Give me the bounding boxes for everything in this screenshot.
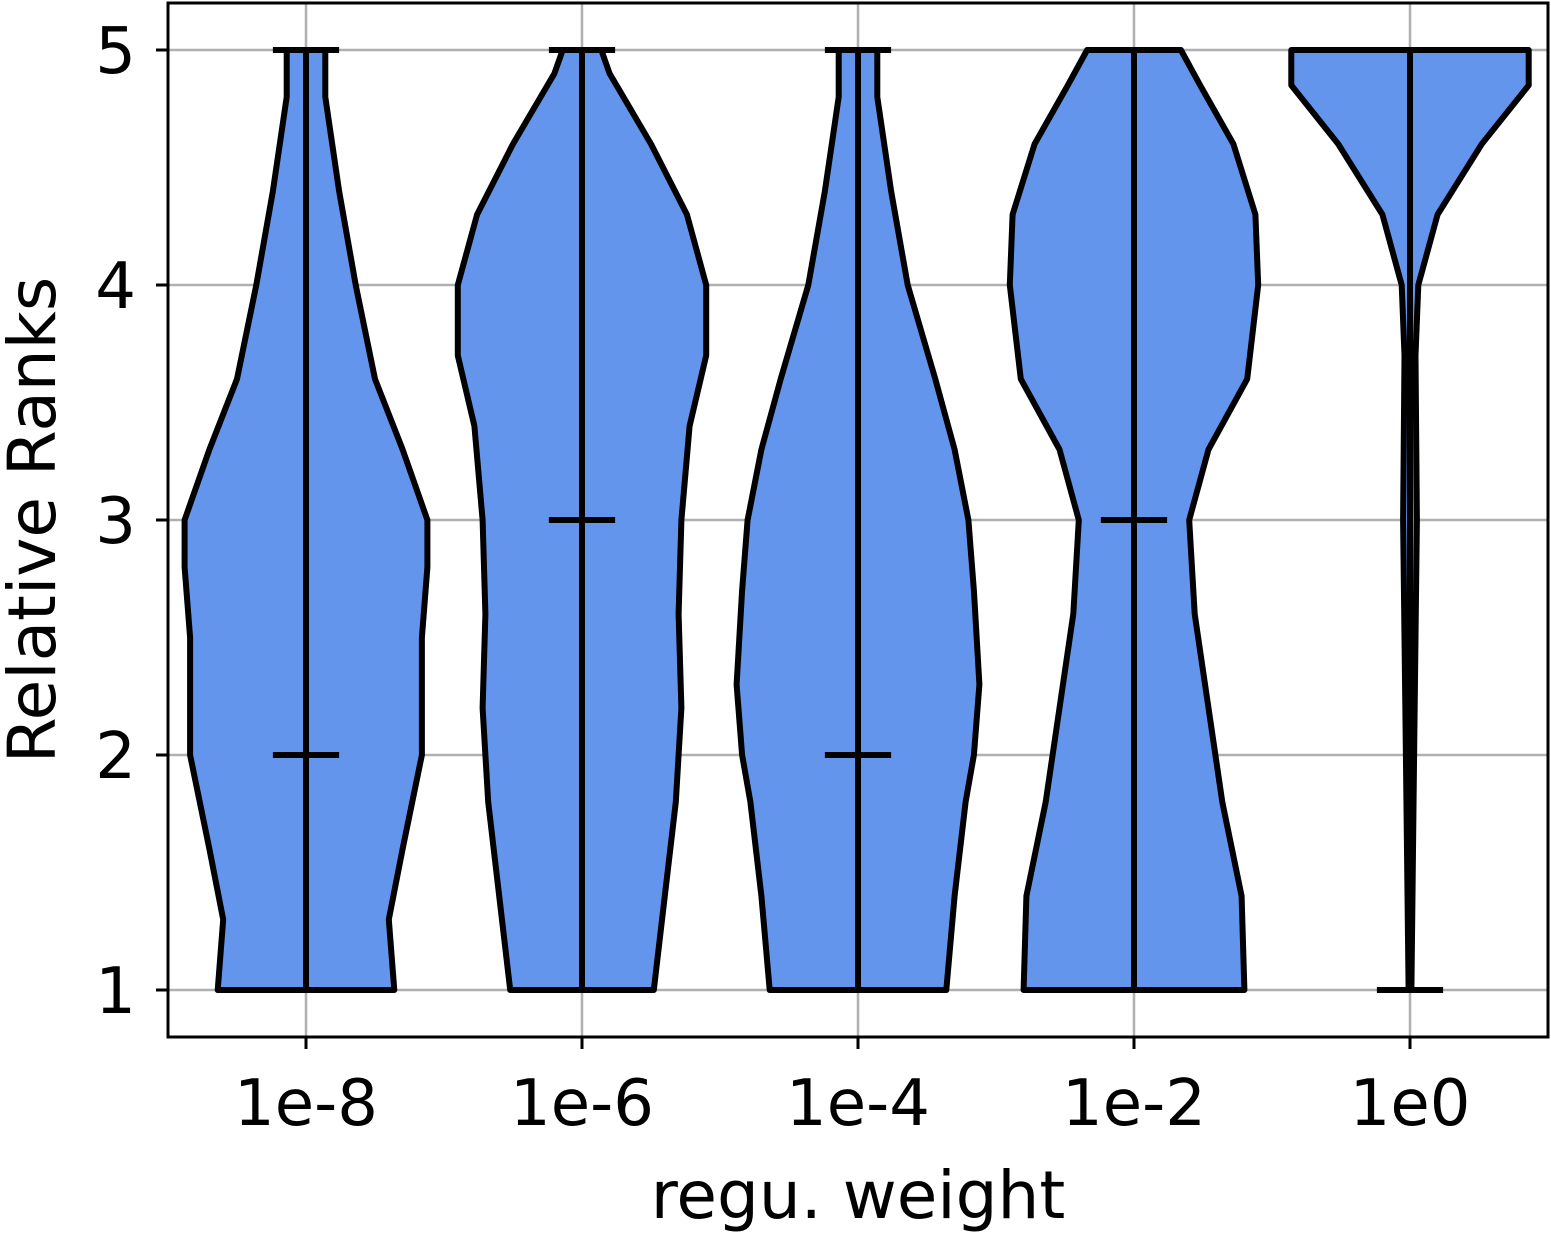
- violin-1e-4: [733, 47, 983, 993]
- y-tick-label: 2: [95, 720, 136, 794]
- x-tick-label: 1e-2: [1062, 1067, 1206, 1141]
- violin-1e-6: [454, 47, 710, 993]
- x-tick-label: 1e0: [1350, 1067, 1471, 1141]
- x-tick-label: 1e-6: [510, 1067, 654, 1141]
- y-tick-label: 1: [95, 955, 136, 1029]
- y-tick-label: 3: [95, 485, 136, 559]
- x-tick-label: 1e-8: [234, 1067, 378, 1141]
- x-tick-label: 1e-4: [786, 1067, 930, 1141]
- x-axis-label: regu. weight: [651, 1157, 1066, 1234]
- violin-1e0: [1288, 47, 1532, 993]
- violin-1e-2: [1006, 47, 1262, 993]
- y-tick-label: 5: [95, 15, 136, 89]
- tick-layer: 1 2 3 4 5 1e-8 1e-6 1e-4 1e-2 1e0: [95, 15, 1470, 1141]
- y-tick-label: 4: [95, 250, 136, 324]
- y-axis-label: Relative Ranks: [0, 277, 71, 763]
- violin-1e-8: [181, 47, 431, 993]
- violin-layer: [181, 47, 1532, 993]
